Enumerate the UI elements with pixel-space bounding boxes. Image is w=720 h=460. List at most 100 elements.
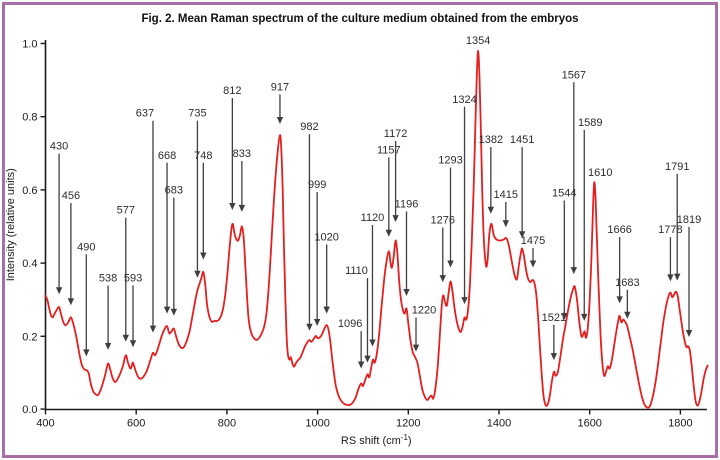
peak-arrowhead-1791 (674, 273, 681, 281)
peak-label-538: 538 (99, 272, 117, 284)
peak-label-1666: 1666 (607, 224, 631, 236)
peak-label-1020: 1020 (314, 231, 338, 243)
peak-annotation-1521: 1521 (542, 312, 566, 361)
peak-label-1120: 1120 (361, 212, 385, 224)
peak-annotation-1096: 1096 (338, 318, 365, 369)
peak-annotation-812: 812 (223, 85, 242, 211)
x-tick-label-600: 600 (127, 418, 145, 430)
peak-annotation-1791: 1791 (665, 161, 689, 281)
peak-annotation-456: 456 (62, 190, 80, 306)
peak-annotation-1354: 1354 (466, 35, 490, 47)
peak-label-1791: 1791 (665, 161, 689, 173)
peak-annotation-637: 637 (136, 108, 157, 333)
peak-arrowhead-1096 (357, 361, 365, 369)
peak-arrowhead-456 (67, 298, 75, 306)
peak-annotation-1020: 1020 (314, 231, 339, 314)
peak-arrowhead-1819 (685, 330, 693, 338)
peak-arrowhead-683 (170, 308, 178, 316)
peak-arrowhead-668 (163, 306, 171, 314)
peak-arrowhead-577 (122, 334, 129, 342)
x-tick-label-1000: 1000 (305, 418, 329, 430)
x-axis-label: RS shift (cm-1) (341, 433, 412, 447)
peak-arrowhead-833 (238, 204, 246, 212)
peak-arrowhead-593 (129, 340, 137, 348)
x-tick-label-1400: 1400 (487, 418, 511, 430)
peak-label-668: 668 (158, 150, 176, 162)
peak-annotation-1415: 1415 (494, 189, 518, 228)
y-tick-label-0.4: 0.4 (22, 258, 37, 270)
x-tick-label-1600: 1600 (577, 418, 601, 430)
peak-annotation-1610: 1610 (588, 167, 612, 179)
peak-label-1220: 1220 (412, 305, 436, 317)
peak-annotation-1382: 1382 (479, 134, 503, 214)
peak-arrowhead-490 (83, 349, 90, 357)
spectrum-line (44, 49, 709, 409)
peak-label-430: 430 (50, 141, 68, 153)
y-tick-label-0.8: 0.8 (22, 112, 37, 124)
peak-label-1475: 1475 (521, 235, 545, 247)
peak-label-999: 999 (308, 179, 326, 191)
peak-label-1610: 1610 (588, 167, 612, 179)
peak-annotation-1451: 1451 (510, 134, 534, 239)
peak-arrowhead-1293 (447, 260, 454, 268)
x-tick-label-1200: 1200 (396, 418, 420, 430)
peak-arrowhead-812 (229, 203, 236, 211)
peak-annotation-1276: 1276 (431, 215, 455, 283)
peak-arrowhead-1544 (561, 312, 568, 320)
peak-annotation-538: 538 (99, 272, 117, 350)
peak-label-833: 833 (233, 148, 251, 160)
peak-annotation-1475: 1475 (521, 235, 545, 268)
peak-label-490: 490 (77, 241, 95, 253)
peak-label-1293: 1293 (438, 155, 462, 167)
peak-label-1157: 1157 (377, 144, 401, 156)
peak-label-1382: 1382 (479, 134, 503, 146)
peak-arrowhead-1196 (403, 289, 410, 297)
peak-label-1415: 1415 (494, 189, 518, 201)
peak-annotation-1120: 1120 (361, 212, 385, 347)
peak-arrowhead-917 (276, 117, 284, 125)
x-tick-label-400: 400 (36, 418, 54, 430)
peak-annotation-593: 593 (124, 272, 142, 348)
peak-label-1521: 1521 (542, 312, 566, 324)
peak-annotation-1196: 1196 (395, 198, 419, 297)
peak-annotation-1324: 1324 (452, 94, 477, 305)
peak-arrowhead-1683 (624, 311, 631, 319)
peak-label-735: 735 (188, 108, 206, 120)
peak-label-1778: 1778 (658, 224, 682, 236)
y-tick-label-0.2: 0.2 (22, 331, 37, 343)
peak-arrowhead-748 (200, 252, 207, 260)
peak-annotation-833: 833 (233, 148, 251, 212)
peak-label-577: 577 (117, 205, 135, 217)
peak-arrowhead-1451 (518, 231, 526, 239)
peak-annotation-1683: 1683 (615, 277, 640, 319)
peak-annotation-1293: 1293 (438, 155, 463, 268)
x-tick-label-800: 800 (218, 418, 236, 430)
peak-arrowhead-430 (55, 287, 63, 295)
peak-label-1324: 1324 (452, 94, 476, 106)
peak-label-812: 812 (223, 85, 241, 97)
peak-annotation-1220: 1220 (412, 305, 436, 352)
peak-arrowhead-1157 (385, 229, 392, 237)
peak-arrowhead-735 (194, 270, 201, 278)
peak-label-683: 683 (165, 185, 183, 197)
peak-label-637: 637 (136, 108, 154, 120)
peak-arrowhead-1778 (667, 274, 674, 282)
y-tick-label-0.6: 0.6 (22, 185, 37, 197)
peak-arrowhead-982 (306, 323, 313, 331)
peak-label-748: 748 (194, 150, 212, 162)
peak-arrowhead-1324 (461, 297, 468, 305)
y-axis-label: Intensity (relative units) (5, 168, 17, 281)
peak-label-1172: 1172 (384, 128, 408, 140)
peak-annotation-1157: 1157 (377, 144, 401, 237)
peak-label-1354: 1354 (466, 35, 490, 47)
peak-arrowhead-1220 (412, 344, 420, 352)
peak-arrowhead-1120 (369, 339, 376, 347)
peak-label-1819: 1819 (677, 214, 701, 226)
peak-label-1196: 1196 (395, 198, 419, 210)
peak-arrowhead-1382 (487, 206, 495, 214)
peak-annotation-999: 999 (308, 179, 326, 327)
peak-arrowhead-637 (149, 325, 157, 333)
